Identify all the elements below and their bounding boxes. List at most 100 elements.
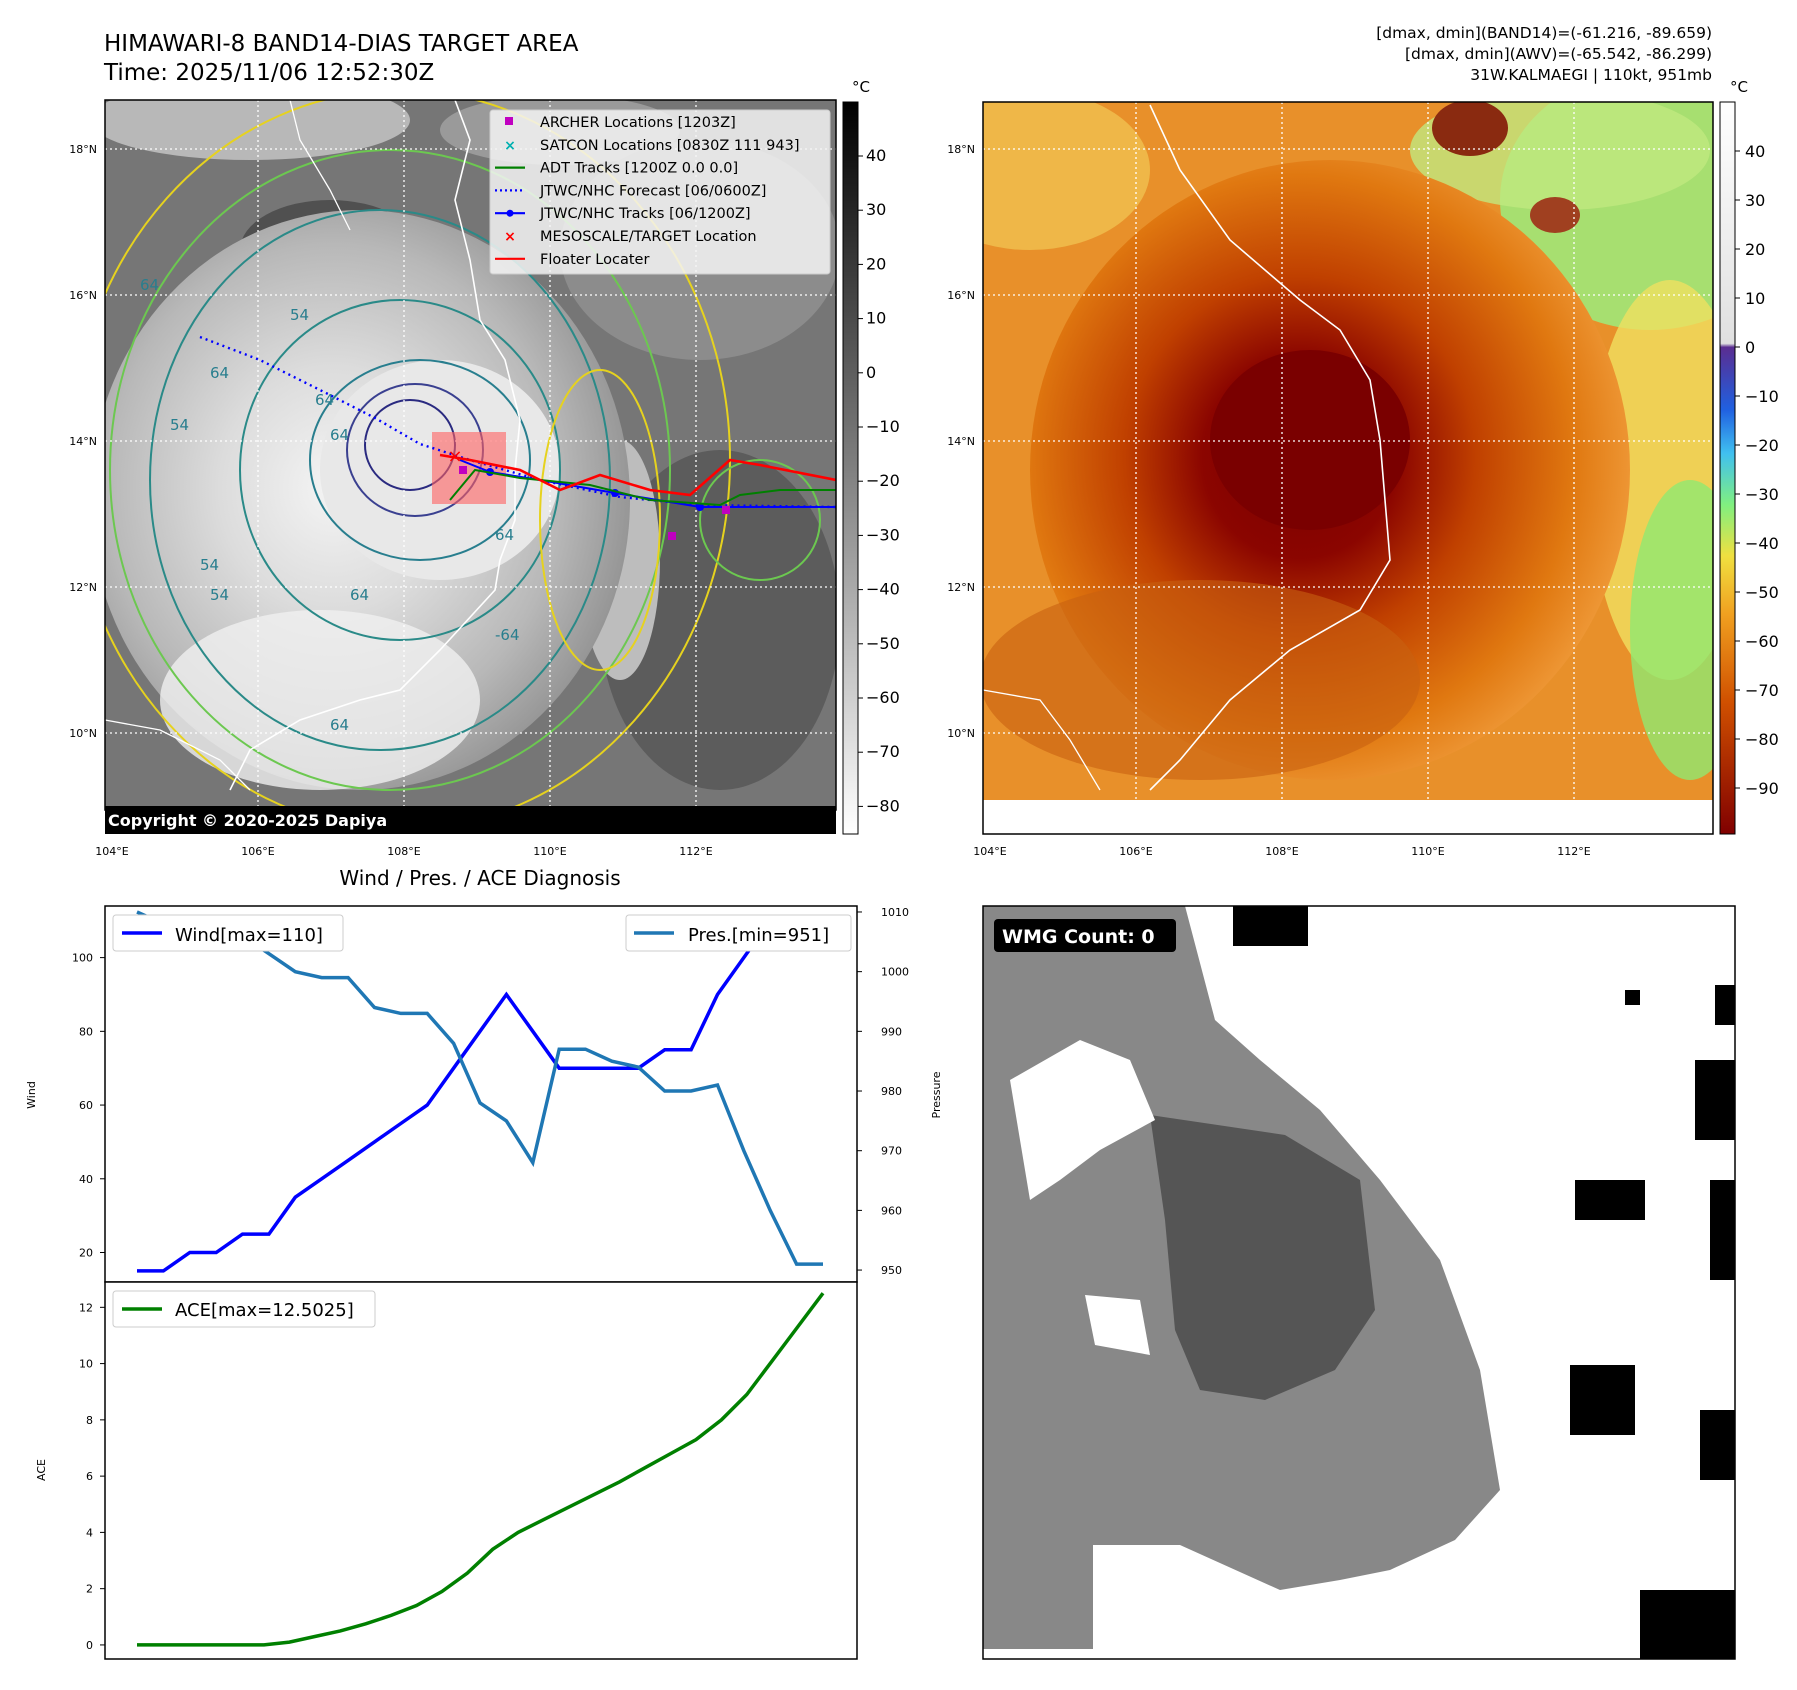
archer-marker bbox=[668, 532, 676, 540]
contour-label: -64 bbox=[495, 626, 520, 644]
lon-label: 104°E bbox=[973, 845, 1006, 858]
colorbar-tick: 40 bbox=[866, 146, 886, 165]
wind-series-line bbox=[137, 918, 823, 1273]
legend-label: JTWC/NHC Tracks [06/1200Z] bbox=[539, 206, 751, 222]
wind-legend-label: Wind[max=110] bbox=[175, 925, 323, 946]
colorbar-tick: 10 bbox=[1745, 289, 1765, 308]
wmg-panel: WMG Count: 0 bbox=[982, 905, 1736, 1660]
copyright-bar bbox=[105, 806, 836, 834]
colorbar-tick: 0 bbox=[866, 363, 876, 382]
ace-chart: ACE 0 2 4 6 8 10 12 ACE[max=12.5025] bbox=[35, 1281, 858, 1660]
lat-label: 14°N bbox=[947, 435, 975, 448]
lon-label: 112°E bbox=[679, 845, 712, 858]
pressure-tick: 980 bbox=[881, 1085, 902, 1098]
wmg-count-badge bbox=[994, 919, 1176, 952]
pressure-tick: 1000 bbox=[881, 966, 909, 979]
contour-label: 54 bbox=[200, 556, 219, 574]
colorbar-tick: −40 bbox=[866, 580, 900, 599]
pressure-legend-label: Pres.[min=951] bbox=[688, 925, 829, 946]
wind-tick: 40 bbox=[79, 1173, 93, 1186]
diagnosis-title: Wind / Pres. / ACE Diagnosis bbox=[339, 866, 620, 890]
ace-tick: 2 bbox=[86, 1583, 93, 1596]
legend-item: JTWC/NHC Tracks [06/1200Z] bbox=[495, 206, 751, 222]
legend-label: JTWC/NHC Forecast [06/0600Z] bbox=[539, 183, 766, 199]
archer-marker bbox=[459, 466, 467, 474]
awv-map-panel bbox=[982, 101, 1714, 835]
lon-label: 106°E bbox=[1119, 845, 1152, 858]
lat-label: 12°N bbox=[69, 581, 97, 594]
colorbar-tick: −30 bbox=[1745, 485, 1779, 504]
floater-track bbox=[439, 453, 836, 497]
ace-tick: 8 bbox=[86, 1414, 93, 1427]
lat-label: 18°N bbox=[69, 143, 97, 156]
colorbar-tick: 0 bbox=[1745, 338, 1755, 357]
wind-tick: 20 bbox=[79, 1247, 93, 1260]
legend-label: SATCON Locations [0830Z 111 943] bbox=[540, 138, 799, 154]
lon-label: 104°E bbox=[95, 845, 128, 858]
wmg-count-text: WMG Count: 0 bbox=[1002, 926, 1155, 948]
colorbar-tick: 10 bbox=[866, 309, 886, 328]
wind-axis-label: Wind bbox=[25, 1081, 38, 1109]
colorbar-tick: −50 bbox=[1745, 583, 1779, 602]
legend-marker: × bbox=[504, 138, 516, 154]
colorbar-tick: −80 bbox=[866, 796, 900, 815]
pressure-tick: 960 bbox=[881, 1204, 902, 1217]
contour-label: 64 bbox=[140, 276, 159, 294]
figure-time: Time: 2025/11/06 12:52:30Z bbox=[103, 60, 434, 86]
colorbar-tick: −70 bbox=[866, 742, 900, 761]
lat-label: 18°N bbox=[947, 143, 975, 156]
band14-range: [dmax, dmin](BAND14)=(-61.216, -89.659) bbox=[1376, 24, 1712, 42]
legend-item: × SATCON Locations [0830Z 111 943] bbox=[504, 138, 799, 154]
colorbar-tick: −10 bbox=[866, 417, 900, 436]
legend-marker bbox=[505, 117, 513, 125]
contour-label: 64 bbox=[315, 391, 334, 409]
lat-label: 10°N bbox=[69, 727, 97, 740]
awv-colorbar: °C 40 30 20 10 0 −10 −20 −30 −40 −50 −60 −70 −80 −90 bbox=[1719, 78, 1779, 835]
lat-label: 10°N bbox=[947, 727, 975, 740]
storm-info: 31W.KALMAEGI | 110kt, 951mb bbox=[1470, 66, 1712, 84]
legend-item: ARCHER Locations [1203Z] bbox=[505, 115, 736, 131]
colorbar-tick: −80 bbox=[1745, 730, 1779, 749]
contour-label: 54 bbox=[290, 306, 309, 324]
colorbar-tick: −50 bbox=[866, 634, 900, 653]
wind-tick: 100 bbox=[72, 952, 93, 965]
contour-label: 54 bbox=[210, 586, 229, 604]
lat-label: 12°N bbox=[947, 581, 975, 594]
colorbar-tick: −20 bbox=[866, 471, 900, 490]
colorbar-tick: −70 bbox=[1745, 681, 1779, 700]
legend-label: Floater Locater bbox=[540, 252, 649, 268]
archer-marker bbox=[722, 506, 730, 514]
ace-legend bbox=[112, 1290, 376, 1328]
wind-pressure-chart: Wind Pressure 20 40 60 80 100 950 960 970 980 990… bbox=[25, 905, 943, 1283]
ace-axis-label: ACE bbox=[35, 1459, 48, 1481]
pressure-tick: 990 bbox=[881, 1025, 902, 1038]
target-marker: × bbox=[447, 446, 462, 467]
contour-label: 64 bbox=[495, 526, 514, 544]
ace-series-line bbox=[137, 1292, 825, 1647]
ace-tick: 0 bbox=[86, 1639, 93, 1652]
ace-tick: 12 bbox=[79, 1301, 93, 1314]
contour-label: 54 bbox=[170, 416, 189, 434]
figure-title: HIMAWARI-8 BAND14-DIAS TARGET AREA bbox=[104, 31, 579, 57]
lon-label: 108°E bbox=[1265, 845, 1298, 858]
colorbar-tick: 40 bbox=[1745, 142, 1765, 161]
wind-tick: 60 bbox=[79, 1099, 93, 1112]
contour-label: 64 bbox=[330, 426, 349, 444]
colorbar-tick: 30 bbox=[1745, 191, 1765, 210]
colorbar-unit: °C bbox=[1730, 78, 1748, 96]
ir-colorbar: °C 40 30 20 10 0 −10 −20 −30 −40 −50 −60 −70 −80 bbox=[842, 78, 900, 835]
colorbar-tick: −60 bbox=[1745, 632, 1779, 651]
lat-label: 14°N bbox=[69, 435, 97, 448]
colorbar-tick: 30 bbox=[866, 200, 886, 219]
lon-label: 112°E bbox=[1557, 845, 1590, 858]
contour-label: 64 bbox=[210, 364, 229, 382]
legend-label: MESOSCALE/TARGET Location bbox=[540, 229, 757, 245]
pressure-tick: 970 bbox=[881, 1145, 902, 1158]
lon-label: 108°E bbox=[387, 845, 420, 858]
copyright-text: Copyright © 2020-2025 Dapiya bbox=[108, 811, 387, 830]
pressure-legend bbox=[625, 914, 852, 952]
wind-legend bbox=[112, 914, 344, 952]
wind-tick: 80 bbox=[79, 1025, 93, 1038]
legend-item: × MESOSCALE/TARGET Location bbox=[504, 229, 756, 245]
